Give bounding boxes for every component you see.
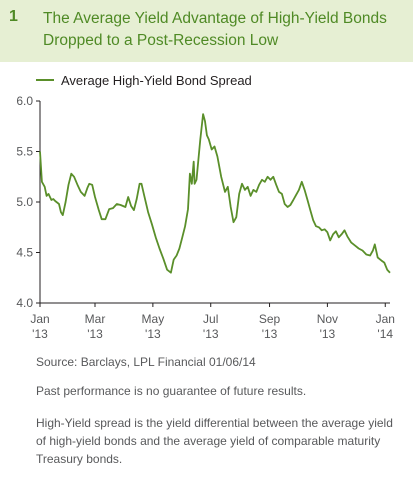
- x-axis: Jan'13Mar'13May'13Jul'13Sep'13Nov'13Jan'…: [30, 302, 395, 341]
- line-chart: 4.04.55.05.56.0 Jan'13Mar'13May'13Jul'13…: [16, 94, 395, 341]
- x-tick-year-label: '14: [377, 327, 393, 341]
- legend-label: Average High-Yield Bond Spread: [61, 72, 252, 88]
- x-tick-year-label: '13: [32, 327, 48, 341]
- x-tick-label: Jan: [376, 312, 395, 326]
- y-tick-label: 4.5: [16, 246, 33, 260]
- x-tick-year-label: '13: [87, 327, 103, 341]
- x-tick-year-label: '13: [320, 327, 336, 341]
- x-tick-label: Nov: [317, 312, 338, 326]
- definition-note: High-Yield spread is the yield different…: [36, 416, 393, 466]
- source-note: Source: Barclays, LPL Financial 01/06/14: [36, 355, 256, 369]
- x-tick-label: Sep: [259, 312, 281, 326]
- chart-legend: Average High-Yield Bond Spread: [36, 70, 252, 90]
- figure-number: 1: [9, 8, 18, 25]
- x-tick-year-label: '13: [203, 327, 219, 341]
- y-axis: 4.0 4.5 5.0 5.5 6.0: [16, 94, 41, 310]
- x-tick-year-label: '13: [145, 327, 161, 341]
- series-layer: [39, 113, 391, 274]
- y-tick-label: 6.0: [16, 94, 33, 108]
- figure-header: 1 The Average Yield Advantage of High-Yi…: [0, 0, 413, 62]
- disclaimer-note: Past performance is no guarantee of futu…: [36, 384, 307, 398]
- series-line-high-yield-spread: [39, 113, 391, 274]
- chart-title: The Average Yield Advantage of High-Yiel…: [43, 10, 387, 49]
- x-tick-year-label: '13: [262, 327, 278, 341]
- y-tick-label: 5.5: [16, 145, 33, 159]
- x-tick-label: Jan: [30, 312, 49, 326]
- legend-swatch: [36, 79, 54, 81]
- x-tick-label: Jul: [203, 312, 218, 326]
- y-tick-label: 5.0: [16, 195, 33, 209]
- x-tick-label: Mar: [85, 312, 106, 326]
- x-tick-label: May: [142, 312, 165, 326]
- y-tick-label: 4.0: [16, 296, 33, 310]
